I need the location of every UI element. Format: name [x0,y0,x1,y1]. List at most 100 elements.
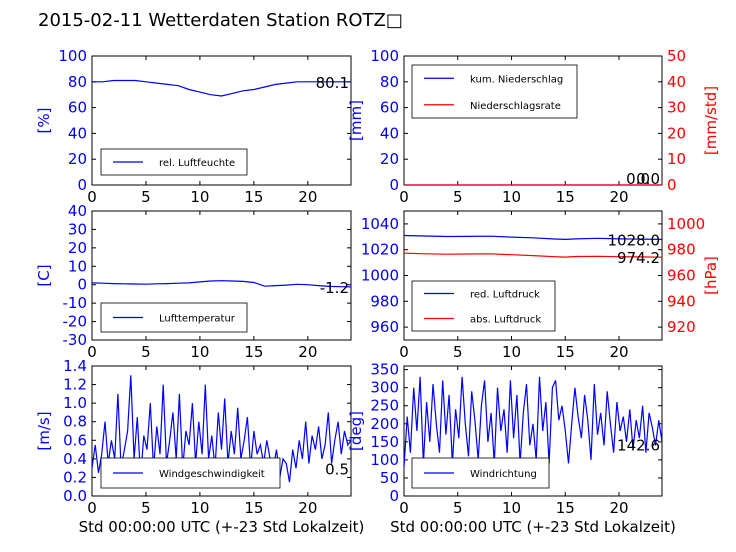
y-tick-label: 80 [68,73,87,91]
y2-tick-label: 940 [667,292,696,310]
legend-label: Windgeschwindigkeit [159,469,265,480]
y2-tick-label: 40 [667,73,686,91]
series-line-windgeschwindigkeit [92,375,351,483]
x-axis-label: Std 00:00:00 UTC (+-23 Std Lokalzeit) [79,518,365,536]
x-tick-label: 10 [502,343,521,361]
y2-tick-label: 20 [667,124,686,142]
x-tick-label: 10 [190,499,209,517]
y-tick-label: 20 [380,150,399,168]
y-tick-label: 100 [370,451,399,469]
value-annotation: 80.1 [316,74,349,92]
y-tick-label: 20 [68,239,87,257]
y2-tick-label: 980 [667,241,696,259]
y-axis-label: [m/s] [35,411,53,450]
x-tick-label: 5 [141,188,151,206]
y-tick-label: 0.0 [63,487,87,505]
legend-box [411,64,578,119]
x-tick-label: 15 [244,343,263,361]
x-tick-label: 20 [609,188,628,206]
x-tick-label: 20 [298,343,317,361]
x-tick-label: 10 [502,188,521,206]
value-annotation: 0.0 [626,170,650,188]
y-axis-label: [%] [35,108,53,134]
value-annotation: 0.5 [325,461,349,479]
y2-tick-label: 10 [667,150,686,168]
x-tick-label: 20 [609,499,628,517]
y-tick-label: 0.2 [63,468,87,486]
y-tick-label: -20 [63,313,88,331]
y-tick-label: 1020 [361,241,399,259]
x-tick-label: 0 [399,343,409,361]
y-tick-label: 1.0 [63,394,87,412]
value-annotation: 1028.0 [608,231,661,249]
figure-title: 2015-02-11 Wetterdaten Station ROTZ□ [38,10,403,31]
y-tick-label: 30 [68,220,87,238]
y-tick-label: 10 [68,257,87,275]
x-tick-label: 10 [190,188,209,206]
y-tick-label: 1.2 [63,376,87,394]
y-axis-label: [C] [35,264,53,286]
y-tick-label: 100 [370,47,399,65]
y-tick-label: 980 [370,292,399,310]
x-tick-label: 10 [190,343,209,361]
panel-humidity: 0 5 10 15 20 0 20 40 60 80 100 [%] rel. Luftfeuchte 8… [35,47,352,206]
legend-label: abs. Luftdruck [470,315,541,326]
legend-label: Niederschlagsrate [470,101,561,112]
y-tick-label: 150 [370,433,399,451]
y-tick-label: 80 [380,73,399,91]
y-tick-label: 40 [68,202,87,220]
legend-label: Windrichtung [470,469,537,480]
y-tick-label: 1040 [361,215,399,233]
y2-tick-label: 960 [667,267,696,285]
x-tick-label: 5 [141,499,151,517]
y-tick-label: -10 [63,294,88,312]
x-tick-label: 0 [87,499,97,517]
x-tick-label: 5 [453,499,463,517]
y-tick-label: 1.4 [63,357,87,375]
x-tick-label: 5 [453,343,463,361]
x-tick-label: 15 [556,343,575,361]
y2-tick-label: 30 [667,99,686,117]
y-tick-label: 100 [58,47,87,65]
y-tick-label: 1000 [361,267,399,285]
x-tick-label: 10 [502,499,521,517]
x-tick-label: 5 [141,343,151,361]
value-annotation: 142.6 [617,437,660,455]
value-annotation: 974.2 [617,249,660,267]
value-annotation: -1.2 [320,279,349,297]
panel-precip: 0 5 10 15 20 0 20 40 60 80 100 0 10 20 30 40 50 [mm/std] [… [347,47,720,206]
x-tick-label: 15 [244,499,263,517]
y-tick-label: 350 [370,361,399,379]
legend-label: Lufttemperatur [159,314,236,325]
legend-label: rel. Luftfeuchte [159,158,235,169]
y-tick-label: 20 [68,150,87,168]
y-tick-label: -30 [63,331,88,349]
y-tick-label: 0 [389,487,399,505]
x-tick-label: 5 [453,188,463,206]
x-tick-label: 0 [399,499,409,517]
legend-label: kum. Niederschlag [470,74,563,85]
y-axis-label: [deg] [347,411,365,451]
series-line-abs-luftdruck [404,252,662,258]
x-tick-label: 20 [298,188,317,206]
x-tick-label: 15 [244,188,263,206]
y-tick-label: 960 [370,318,399,336]
panel-temperature: 0 5 10 15 20-30-20-10010203040[C]Lufttempera… [35,202,352,361]
y-tick-label: 0.4 [63,450,87,468]
y2-axis-label: [hPa] [702,256,720,295]
y-tick-label: 60 [380,99,399,117]
y-tick-label: 0 [77,176,87,194]
panel-pressure: 0 5 10 15 20 960 980 1000 1020 1040 920 940 960 980 10… [361,210,720,361]
x-tick-label: 0 [399,188,409,206]
x-tick-label: 0 [87,188,97,206]
y-tick-label: 0.6 [63,431,87,449]
series-line-rel-luftfeuchte [92,79,351,97]
x-tick-label: 20 [298,499,317,517]
y-tick-label: 0 [389,176,399,194]
y-axis-label: [mm] [347,100,365,141]
y-tick-label: 60 [68,99,87,117]
x-tick-label: 15 [556,499,575,517]
x-axis-label: Std 00:00:00 UTC (+-23 Std Lokalzeit) [390,518,676,536]
